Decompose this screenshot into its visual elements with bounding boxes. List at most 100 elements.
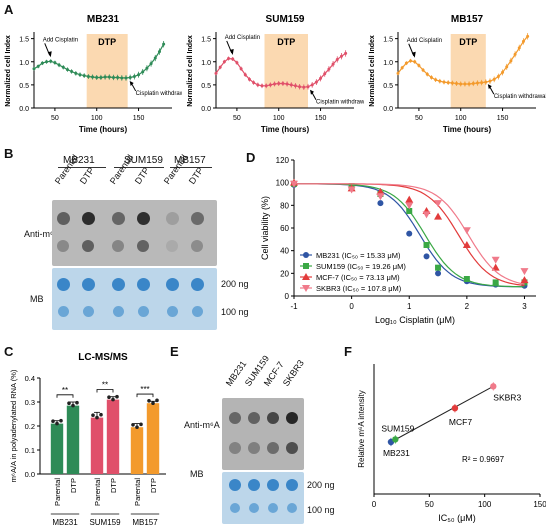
data-point: [277, 81, 281, 85]
data-point: [331, 62, 335, 66]
data-point: [459, 82, 463, 86]
significance-bracket: [56, 394, 74, 398]
x-axis-label: IC₅₀ (μM): [438, 513, 476, 523]
data-point: [451, 405, 459, 412]
blot-e-dot-anti-100: [286, 442, 298, 454]
data-point: [446, 81, 450, 85]
y-tick-label: 0.0: [201, 106, 211, 113]
data-point: [32, 67, 36, 71]
y-tick-label: 1.0: [19, 60, 29, 67]
data-point: [438, 79, 442, 83]
panel-c-lcms-bar-chart: LC-MS/MS 0.0 0.1 0.2 0.3 0.4 m⁶A/A in polyaden…: [9, 352, 166, 527]
panel-label-e: E: [170, 344, 179, 359]
y-tick-label: 0.1: [25, 446, 35, 455]
data-point: [435, 270, 442, 277]
x-tick-label: 100: [91, 115, 103, 122]
data-point: [484, 80, 488, 84]
blot-b-lane-label: DTP: [186, 165, 206, 186]
data-point: [491, 256, 500, 264]
data-point: [505, 65, 509, 69]
blot-b-group-line-1: [58, 167, 106, 168]
add-cisplatin-label: Add Cisplatin: [225, 35, 260, 41]
blot-b-dot-mb-100: [113, 306, 124, 317]
data-point: [467, 82, 471, 86]
data-point: [298, 85, 302, 89]
blot-e-dot-anti-200: [286, 412, 298, 424]
x-axis-label: Time (hours): [261, 125, 310, 134]
data-point: [344, 51, 348, 55]
x-tick-label: 150: [133, 115, 145, 122]
data-point: [413, 60, 417, 64]
data-point: [520, 268, 529, 276]
legend-marker: [302, 273, 310, 280]
data-point: [405, 195, 414, 203]
significance-bracket: [136, 393, 154, 398]
category-label: Parental: [53, 478, 62, 506]
blot-e-dot-anti-200: [267, 412, 279, 424]
bar: [146, 403, 160, 474]
data-point: [70, 69, 74, 73]
x-tick-label: 150: [315, 115, 327, 122]
data-point: [128, 75, 132, 79]
data-point: [61, 65, 65, 69]
replicate-point: [107, 395, 111, 399]
data-point: [423, 242, 430, 248]
data-point: [252, 81, 256, 85]
x-tick-label: 0: [372, 500, 377, 509]
y-axis-label: Normalized cell Index: [369, 35, 376, 107]
blot-b-anti-m6a-membrane: [52, 200, 217, 266]
x-tick-label: 50: [415, 115, 423, 122]
replicate-point: [111, 397, 115, 402]
chart-title: MB231: [87, 14, 120, 25]
data-point: [141, 70, 145, 74]
blot-b-group-line-3: [170, 167, 212, 168]
replicate-point: [131, 423, 135, 427]
data-point: [306, 85, 310, 89]
data-point: [462, 241, 471, 248]
y-axis-label: Normalized cell Index: [187, 35, 194, 107]
significance-label: **: [102, 381, 108, 390]
panel-f-scatter-chart: 0 50 100 150 IC₅₀ (μM) Relative m⁶A intensity…: [357, 364, 546, 523]
blot-b-dot-mb-100: [138, 306, 149, 317]
x-axis-label: Time (hours): [79, 125, 128, 134]
data-point: [450, 81, 454, 85]
data-point: [260, 84, 264, 88]
dtp-band-label: DTP: [98, 37, 116, 47]
bar: [90, 417, 104, 474]
blot-b-amount-200: 200 ng: [221, 279, 249, 289]
withdrawal-arrowhead: [487, 84, 492, 90]
data-point: [222, 60, 226, 64]
data-point: [120, 76, 124, 80]
y-tick-label: 40: [280, 247, 289, 256]
data-point: [314, 80, 318, 84]
blot-e-dot-mb-100: [268, 503, 278, 513]
y-tick-label: 0.4: [25, 374, 35, 383]
legend-entry: SKBR3 (IC₅₀ = 107.8 μM): [316, 284, 402, 293]
data-point: [111, 75, 115, 79]
panel-label-f: F: [344, 344, 352, 359]
dtp-band-label: DTP: [459, 37, 477, 47]
blot-e-lane-label: SKBR3: [280, 358, 306, 388]
chart-title: LC-MS/MS: [78, 352, 128, 363]
data-point: [455, 81, 459, 85]
data-point: [256, 83, 260, 87]
blot-e-dot-anti-200: [229, 412, 241, 424]
replicate-point: [135, 425, 139, 429]
blot-b-dot-anti-100: [191, 240, 203, 252]
data-point: [65, 68, 69, 72]
data-point: [434, 78, 438, 82]
y-tick-label: 0.5: [201, 83, 211, 90]
panel-a-chart-mb157: DTP MB157 0.0 0.5 1.0 1.5 50 100 150 Time (hours)…: [369, 14, 546, 134]
data-point: [268, 83, 272, 87]
data-point: [74, 71, 78, 75]
data-point: [492, 279, 499, 286]
replicate-point: [115, 394, 119, 399]
data-point: [107, 75, 111, 79]
data-point: [157, 50, 161, 54]
data-point: [153, 56, 157, 60]
blot-e-dot-mb-200: [267, 479, 279, 491]
withdrawal-label: Cisplatin withdrawal: [136, 91, 182, 97]
data-point: [475, 81, 479, 85]
data-point: [406, 230, 413, 237]
data-point: [281, 81, 285, 85]
